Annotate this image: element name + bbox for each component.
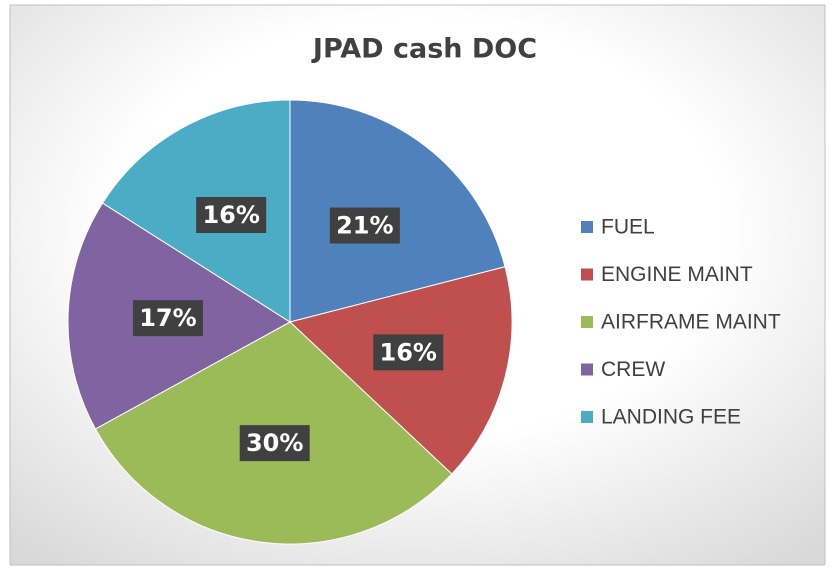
legend-swatch <box>581 411 593 423</box>
legend-label: LANDING FEE <box>601 406 741 429</box>
chart-title: JPAD cash DOC <box>311 34 537 65</box>
legend-swatch <box>581 316 593 328</box>
data-label: 21% <box>336 212 393 240</box>
pie-slice <box>288 266 513 475</box>
legend-label: ENGINE MAINT <box>601 263 753 286</box>
data-label-box <box>132 300 203 337</box>
legend-label: FUEL <box>601 216 655 239</box>
legend-label: CREW <box>601 358 665 381</box>
legend-label: AIRFRAME MAINT <box>601 311 781 334</box>
legend-swatch <box>581 221 593 233</box>
data-label: 17% <box>139 304 196 332</box>
legend-swatch <box>581 268 593 281</box>
data-label-box <box>373 334 444 371</box>
data-label-box <box>239 425 310 462</box>
data-label-box <box>196 197 267 234</box>
legend-swatch <box>581 363 593 376</box>
data-label: 16% <box>380 338 437 366</box>
data-label: 30% <box>246 429 303 457</box>
data-label-box <box>329 207 400 244</box>
data-label: 16% <box>202 201 259 229</box>
